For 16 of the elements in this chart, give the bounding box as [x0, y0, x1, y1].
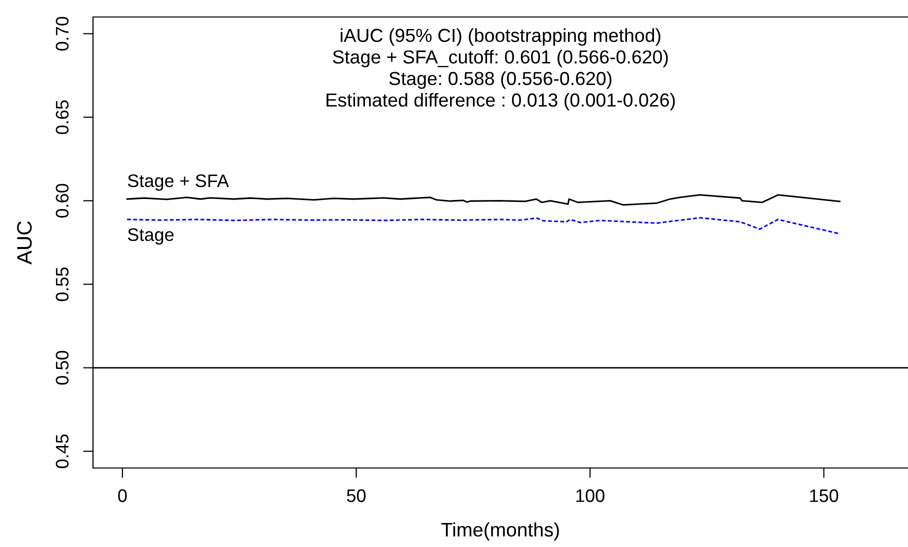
y-tick-label: 0.55 — [56, 267, 69, 302]
x-tick-label: 100 — [576, 489, 604, 502]
annotation: Stage + SFA — [128, 174, 229, 191]
line-series — [126, 194, 840, 206]
x-tick-label: 0 — [118, 489, 127, 502]
annotation: iAUC (95% CI) (bootstrapping method) Stage + SFA_cutoff: 0.601 (0.566-0.620) Stage: 0.588 (0.556-0.620) Estimated difference : 0.013 (0.001-0.026) — [326, 28, 675, 110]
x-tick-label: 50 — [346, 489, 366, 502]
y-tick-label: 0.70 — [56, 16, 69, 51]
x-axis-title: Time(months) — [441, 522, 559, 540]
y-axis-title: AUC — [17, 221, 32, 264]
y-tick-label: 0.60 — [56, 184, 69, 218]
y-tick-label: 0.50 — [56, 350, 69, 385]
y-tick-label: 0.65 — [56, 100, 69, 134]
y-tick-label: 0.45 — [56, 434, 69, 468]
annotation: Stage — [128, 228, 174, 245]
x-tick-label: 150 — [810, 489, 838, 502]
